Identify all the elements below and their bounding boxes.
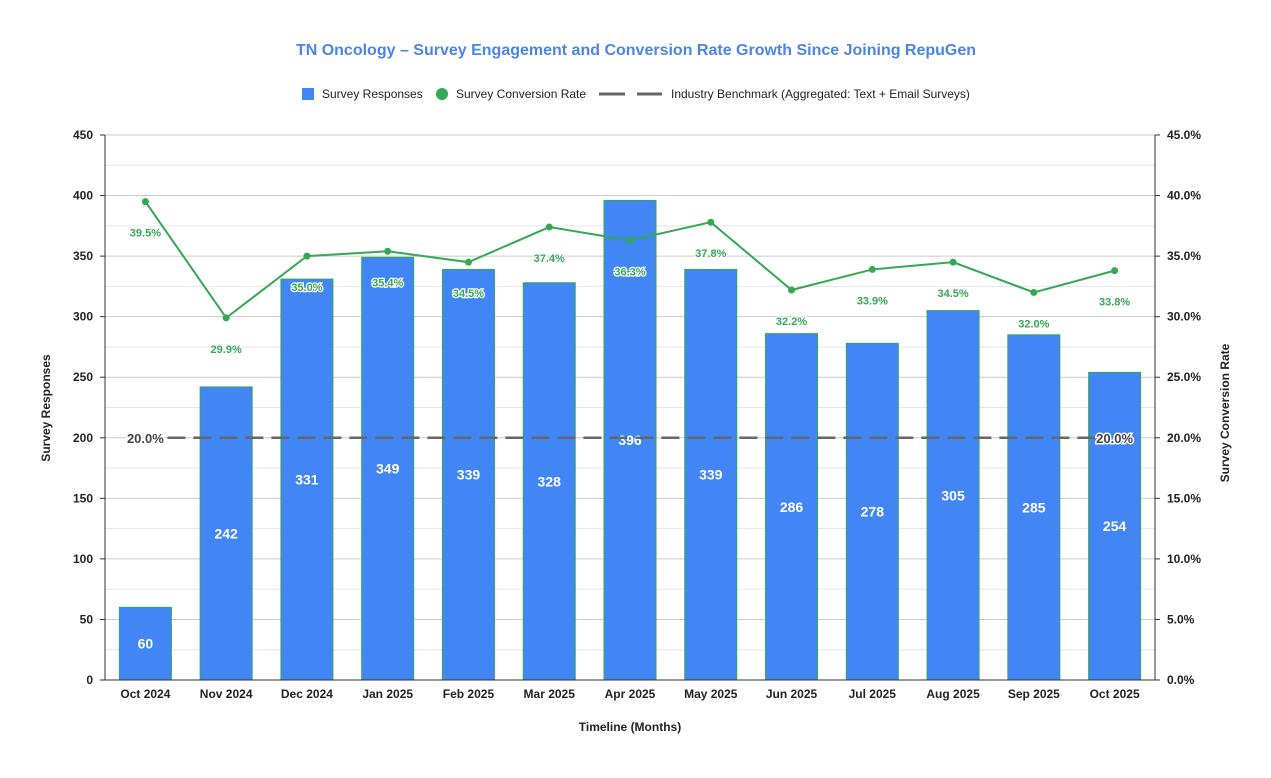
line-point: [384, 247, 392, 255]
y-tick-label: 50: [80, 612, 94, 626]
bar: [684, 268, 738, 681]
x-tick-label: Feb 2025: [443, 687, 495, 701]
x-tick-label: Jul 2025: [849, 687, 897, 701]
y2-tick-label: 0.0%: [1167, 673, 1195, 687]
x-tick-label: Nov 2024: [200, 687, 253, 701]
y-tick-label: 350: [73, 249, 93, 263]
benchmark-label: 20.0%: [127, 431, 164, 446]
bar: [522, 282, 576, 681]
y-tick-label: 250: [73, 370, 93, 384]
x-tick-label: May 2025: [684, 687, 738, 701]
legend-swatch-line: [436, 88, 448, 100]
x-tick-label: Apr 2025: [605, 687, 656, 701]
bar-data-label: 396: [618, 432, 642, 448]
y2-axis-title: Survey Conversion Rate: [1218, 343, 1232, 482]
line-point: [1030, 288, 1038, 296]
y-tick-label: 100: [73, 552, 93, 566]
y-tick-label: 200: [73, 431, 93, 445]
bar-data-label: 285: [1022, 499, 1046, 515]
line-point: [949, 258, 957, 266]
bar: [361, 256, 415, 681]
bar: [199, 386, 253, 681]
line-data-label: 34.5%: [453, 288, 484, 300]
line-point: [545, 223, 553, 231]
line-point: [303, 252, 311, 260]
y-tick-label: 150: [73, 491, 93, 505]
bar: [118, 606, 172, 681]
x-tick-label: Aug 2025: [926, 687, 980, 701]
y2-tick-label: 35.0%: [1167, 249, 1201, 263]
line-data-label: 36.3%: [614, 266, 645, 278]
line-data-label: 32.2%: [776, 316, 807, 328]
x-axis-title: Timeline (Months): [579, 720, 681, 734]
x-tick-label: Dec 2024: [281, 687, 333, 701]
legend-swatch-bar: [302, 88, 314, 100]
bar-data-label: 339: [699, 467, 723, 483]
y2-tick-label: 20.0%: [1167, 431, 1201, 445]
x-tick-label: Sep 2025: [1008, 687, 1060, 701]
bar: [765, 333, 819, 681]
bar: [1007, 334, 1061, 681]
y-tick-label: 450: [73, 128, 93, 142]
y-tick-label: 0: [86, 673, 93, 687]
bar: [845, 342, 899, 681]
y-axis-title: Survey Responses: [39, 354, 53, 462]
bar: [441, 268, 495, 681]
bar-data-label: 339: [457, 467, 481, 483]
line-point: [1111, 267, 1119, 275]
line-data-label: 33.8%: [1099, 297, 1130, 309]
bar: [280, 278, 334, 681]
line-data-label: 32.0%: [1018, 318, 1049, 330]
legend-label-rate: Survey Conversion Rate: [456, 87, 586, 101]
line-data-label: 29.9%: [211, 344, 242, 356]
legend-label-responses: Survey Responses: [322, 87, 423, 101]
line-point: [222, 314, 230, 322]
x-tick-label: Mar 2025: [524, 687, 576, 701]
bar-data-label: 60: [138, 636, 154, 652]
x-tick-label: Jun 2025: [766, 687, 818, 701]
y2-tick-label: 45.0%: [1167, 128, 1201, 142]
line-data-label: 33.9%: [857, 295, 888, 307]
y2-tick-label: 15.0%: [1167, 491, 1201, 505]
line-data-label: 34.5%: [937, 288, 968, 300]
line-point: [464, 258, 472, 266]
bar: [1088, 371, 1142, 681]
line-point: [626, 236, 634, 244]
bar-data-label: 242: [214, 525, 238, 541]
line-point: [141, 198, 149, 206]
y-tick-label: 400: [73, 189, 93, 203]
bar: [603, 199, 657, 681]
line-data-label: 37.8%: [695, 248, 726, 260]
y-tick-label: 300: [73, 310, 93, 324]
bar-data-label: 305: [941, 487, 965, 503]
bar: [926, 310, 980, 681]
benchmark-label: 20.0%: [1096, 431, 1133, 446]
line-data-label: 35.0%: [291, 282, 322, 294]
bar-data-label: 278: [861, 504, 885, 520]
y2-tick-label: 5.0%: [1167, 612, 1195, 626]
legend: Survey Responses Survey Conversion Rate …: [302, 87, 970, 101]
chart-title: TN Oncology – Survey Engagement and Conv…: [296, 42, 976, 59]
line-data-label: 39.5%: [130, 228, 161, 240]
line-data-label: 37.4%: [534, 253, 565, 265]
line-point: [707, 218, 715, 226]
bar-data-label: 331: [295, 472, 319, 488]
bar-data-label: 328: [538, 473, 562, 489]
line-point: [868, 265, 876, 273]
y2-tick-label: 10.0%: [1167, 552, 1201, 566]
bar-data-label: 349: [376, 461, 400, 477]
y2-tick-label: 30.0%: [1167, 310, 1201, 324]
y2-tick-label: 40.0%: [1167, 189, 1201, 203]
line-data-label: 35.4%: [372, 277, 403, 289]
x-tick-label: Jan 2025: [362, 687, 413, 701]
bar-data-label: 254: [1103, 518, 1127, 534]
legend-label-benchmark: Industry Benchmark (Aggregated: Text + E…: [671, 87, 970, 101]
x-tick-label: Oct 2024: [120, 687, 170, 701]
line-point: [788, 286, 796, 294]
y2-tick-label: 25.0%: [1167, 370, 1201, 384]
x-tick-label: Oct 2025: [1090, 687, 1140, 701]
bar-data-label: 286: [780, 499, 804, 515]
